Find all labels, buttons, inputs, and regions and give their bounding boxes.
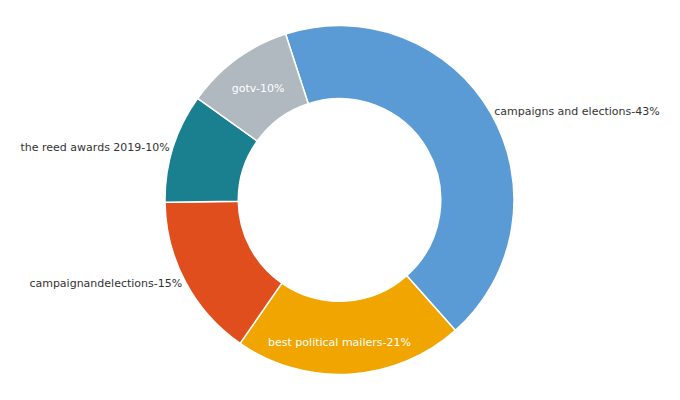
svg-text:the reed awards 2019-10%: the reed awards 2019-10% [21, 141, 170, 154]
svg-text:gotv-10%: gotv-10% [232, 82, 285, 95]
svg-text:campaignandelections-15%: campaignandelections-15% [29, 277, 182, 290]
svg-text:campaigns and elections-43%: campaigns and elections-43% [494, 105, 660, 118]
svg-text:best political mailers-21%: best political mailers-21% [268, 336, 411, 349]
